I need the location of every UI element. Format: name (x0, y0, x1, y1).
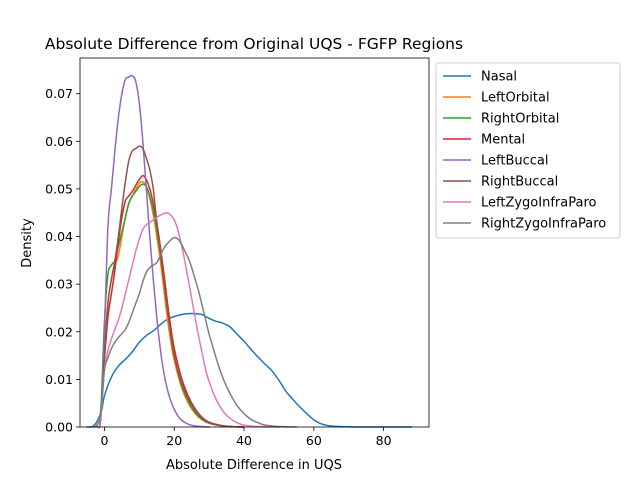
x-axis-label: Absolute Difference in UQS (166, 458, 342, 473)
series-line-nasal (86, 312, 413, 428)
y-tick-label: 0.03 (45, 277, 73, 292)
series-line-rightbuccal (93, 145, 245, 428)
y-axis-label: Density (20, 218, 35, 268)
y-axis: 0.00 0.01 0.02 0.03 0.04 0.05 0.06 0.07 (45, 86, 80, 435)
legend-label-rightzygoinfraparo: RightZygoInfraParo (481, 217, 606, 232)
series-line-leftorbital (93, 180, 245, 428)
legend-label-leftzygoinfraparo: LeftZygoInfraParo (481, 196, 597, 211)
series-line-leftbuccal (96, 74, 210, 429)
legend-label-rightbuccal: RightBuccal (481, 175, 558, 190)
x-axis: 0 20 40 60 80 (100, 427, 392, 448)
chart-title: Absolute Difference from Original UQS - … (45, 35, 463, 53)
plot-area (79, 57, 430, 429)
x-tick-label: 60 (306, 433, 322, 448)
legend-items: Nasal LeftOrbital RightOrbital Mental LeftBu… (443, 70, 606, 232)
series-layer (86, 74, 413, 429)
series-line-mental (93, 174, 245, 428)
legend: Nasal LeftOrbital RightOrbital Mental LeftBu… (435, 62, 621, 239)
legend-label-mental: Mental (481, 133, 525, 148)
series-line-rightorbital (93, 183, 245, 428)
y-tick-label: 0.00 (45, 420, 73, 435)
series-line-rightzygoinfraparo (93, 236, 298, 428)
y-tick-label: 0.05 (45, 181, 73, 196)
legend-label-leftbuccal: LeftBuccal (481, 154, 549, 169)
series-line-leftzygoinfraparo (93, 211, 280, 428)
x-tick-label: 80 (376, 433, 392, 448)
legend-box (435, 62, 621, 239)
y-tick-label: 0.07 (45, 86, 73, 101)
legend-label-leftorbital: LeftOrbital (481, 91, 550, 106)
y-tick-label: 0.02 (45, 324, 73, 339)
y-tick-label: 0.04 (45, 229, 73, 244)
y-tick-label: 0.01 (45, 372, 73, 387)
plot-frame (79, 57, 430, 428)
legend-label-rightorbital: RightOrbital (481, 112, 559, 127)
x-tick-label: 0 (100, 433, 108, 448)
x-tick-label: 20 (166, 433, 182, 448)
legend-label-nasal: Nasal (481, 70, 517, 85)
y-tick-label: 0.06 (45, 134, 73, 149)
x-tick-label: 40 (236, 433, 252, 448)
